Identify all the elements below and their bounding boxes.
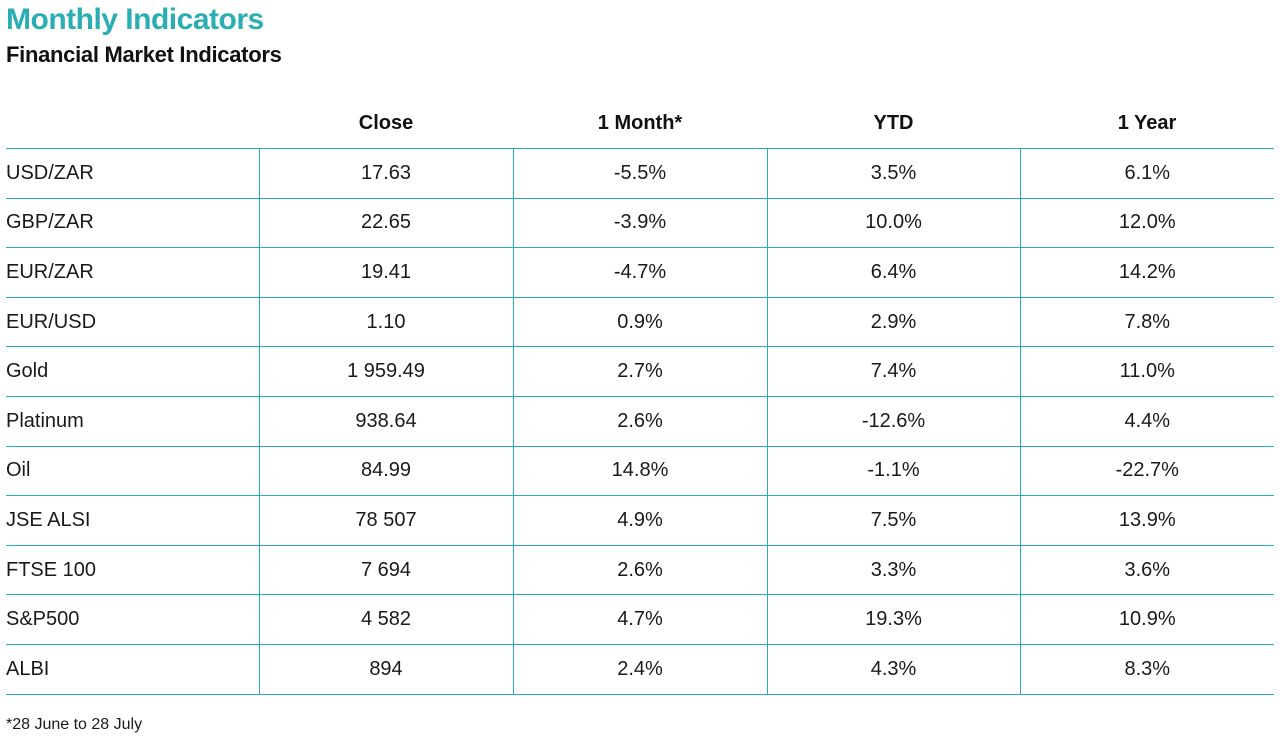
ytd-cell: -12.6% (766, 396, 1020, 447)
close-cell: 84.99 (258, 446, 513, 497)
one-month-cell: 2.6% (512, 396, 767, 447)
one-month-cell: 4.7% (512, 594, 767, 645)
indicators-table: Close 1 Month* YTD 1 Year USD/ZAR 17.63 … (6, 99, 1274, 695)
table-row: EUR/USD 1.10 0.9% 2.9% 7.8% (6, 297, 1274, 348)
row-label: EUR/USD (6, 297, 259, 348)
row-label: ALBI (6, 644, 259, 695)
row-label: S&P500 (6, 594, 259, 645)
ytd-cell: 3.5% (766, 148, 1020, 199)
row-label: Oil (6, 446, 259, 497)
row-label: USD/ZAR (6, 148, 259, 199)
one-month-cell: 4.9% (512, 495, 767, 546)
close-cell: 1.10 (258, 297, 513, 348)
close-cell: 894 (258, 644, 513, 695)
row-label: EUR/ZAR (6, 247, 259, 298)
table-row: Gold 1 959.49 2.7% 7.4% 11.0% (6, 346, 1274, 397)
close-cell: 22.65 (258, 198, 513, 249)
ytd-cell: 7.4% (766, 346, 1020, 397)
one-month-cell: 0.9% (512, 297, 767, 348)
close-cell: 7 694 (258, 545, 513, 596)
page-title: Monthly Indicators (6, 3, 264, 36)
table-row: GBP/ZAR 22.65 -3.9% 10.0% 12.0% (6, 198, 1274, 249)
table-row: EUR/ZAR 19.41 -4.7% 6.4% 14.2% (6, 247, 1274, 298)
one-year-cell: 13.9% (1019, 495, 1274, 546)
one-month-cell: 2.6% (512, 545, 767, 596)
row-label: Gold (6, 346, 259, 397)
close-cell: 78 507 (258, 495, 513, 546)
one-year-cell: 3.6% (1019, 545, 1274, 596)
row-label: FTSE 100 (6, 545, 259, 596)
footnote: *28 June to 28 July (6, 716, 143, 733)
ytd-cell: 3.3% (766, 545, 1020, 596)
one-year-cell: 12.0% (1019, 198, 1274, 249)
one-month-cell: -4.7% (512, 247, 767, 298)
ytd-cell: -1.1% (766, 446, 1020, 497)
one-month-cell: -3.9% (512, 198, 767, 249)
ytd-cell: 19.3% (766, 594, 1020, 645)
ytd-cell: 4.3% (766, 644, 1020, 695)
one-year-cell: -22.7% (1019, 446, 1274, 497)
close-cell: 17.63 (258, 148, 513, 199)
column-header-label (6, 99, 259, 149)
one-month-cell: 14.8% (512, 446, 767, 497)
row-label: GBP/ZAR (6, 198, 259, 249)
one-year-cell: 6.1% (1019, 148, 1274, 199)
close-cell: 938.64 (258, 396, 513, 447)
table-row: Oil 84.99 14.8% -1.1% -22.7% (6, 446, 1274, 497)
table-row: JSE ALSI 78 507 4.9% 7.5% 13.9% (6, 495, 1274, 546)
close-cell: 1 959.49 (258, 346, 513, 397)
one-month-cell: -5.5% (512, 148, 767, 199)
ytd-cell: 6.4% (766, 247, 1020, 298)
table-row: FTSE 100 7 694 2.6% 3.3% 3.6% (6, 545, 1274, 596)
close-cell: 4 582 (258, 594, 513, 645)
one-year-cell: 10.9% (1019, 594, 1274, 645)
ytd-cell: 10.0% (766, 198, 1020, 249)
one-year-cell: 8.3% (1019, 644, 1274, 695)
column-header-ytd: YTD (767, 99, 1020, 149)
table-row: S&P500 4 582 4.7% 19.3% 10.9% (6, 594, 1274, 645)
table-row: Platinum 938.64 2.6% -12.6% 4.4% (6, 396, 1274, 447)
close-cell: 19.41 (258, 247, 513, 298)
one-month-cell: 2.7% (512, 346, 767, 397)
row-label: Platinum (6, 396, 259, 447)
one-year-cell: 14.2% (1019, 247, 1274, 298)
one-year-cell: 7.8% (1019, 297, 1274, 348)
table-header-row: Close 1 Month* YTD 1 Year (6, 99, 1274, 149)
column-header-1-month: 1 Month* (513, 99, 767, 149)
table-row: USD/ZAR 17.63 -5.5% 3.5% 6.1% (6, 148, 1274, 199)
page-subtitle: Financial Market Indicators (6, 42, 282, 67)
one-year-cell: 4.4% (1019, 396, 1274, 447)
ytd-cell: 7.5% (766, 495, 1020, 546)
one-year-cell: 11.0% (1019, 346, 1274, 397)
one-month-cell: 2.4% (512, 644, 767, 695)
column-header-1-year: 1 Year (1020, 99, 1274, 149)
row-label: JSE ALSI (6, 495, 259, 546)
ytd-cell: 2.9% (766, 297, 1020, 348)
column-header-close: Close (259, 99, 513, 149)
table-row: ALBI 894 2.4% 4.3% 8.3% (6, 644, 1274, 695)
